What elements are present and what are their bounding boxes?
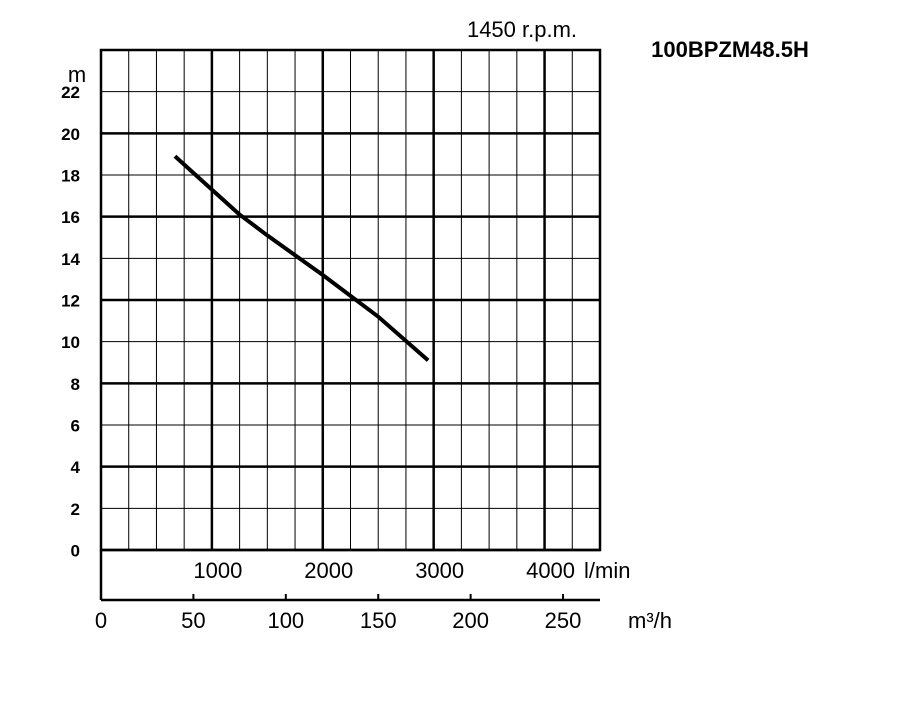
x2-tick-label: 100 bbox=[267, 608, 304, 633]
y-tick-label: 14 bbox=[61, 250, 80, 269]
y-tick-label: 6 bbox=[71, 416, 80, 435]
chart-title: 100BPZM48.5H bbox=[651, 37, 809, 62]
y-axis-label: m bbox=[68, 62, 86, 87]
y-tick-label: 18 bbox=[61, 166, 80, 185]
y-tick-label: 16 bbox=[61, 208, 80, 227]
plot-frame bbox=[99, 48, 602, 552]
y-tick-label: 22 bbox=[61, 83, 80, 102]
y-tick-label: 10 bbox=[61, 333, 80, 352]
x2-tick-label: 0 bbox=[95, 608, 107, 633]
x-tick-label: 2000 bbox=[304, 558, 353, 583]
y-tick-label: 2 bbox=[71, 500, 80, 519]
x2-tick-label: 50 bbox=[181, 608, 205, 633]
x2-tick-label: 200 bbox=[452, 608, 489, 633]
y-tick-label: 8 bbox=[71, 375, 80, 394]
curve bbox=[173, 154, 430, 362]
chart-subtitle: 1450 r.p.m. bbox=[467, 17, 577, 42]
y-tick-label: 0 bbox=[71, 541, 80, 560]
x-tick-label: 1000 bbox=[193, 558, 242, 583]
y-tick-label: 4 bbox=[71, 458, 81, 477]
x2-tick-label: 150 bbox=[360, 608, 397, 633]
x-tick-label: 4000 bbox=[526, 558, 575, 583]
y-tick-label: 20 bbox=[61, 125, 80, 144]
x-tick-label: 3000 bbox=[415, 558, 464, 583]
x-axis-label: l/min bbox=[584, 558, 630, 583]
x2-axis-label: m³/h bbox=[628, 608, 672, 633]
y-tick-label: 12 bbox=[61, 291, 80, 310]
x2-tick-label: 250 bbox=[545, 608, 582, 633]
